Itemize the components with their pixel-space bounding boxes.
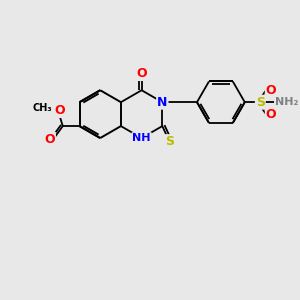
- Text: S: S: [165, 135, 174, 148]
- Text: O: O: [54, 104, 64, 117]
- Text: O: O: [266, 108, 276, 121]
- Text: CH₃: CH₃: [33, 103, 52, 113]
- Text: O: O: [44, 133, 55, 146]
- Text: NH₂: NH₂: [275, 97, 298, 107]
- Text: O: O: [266, 84, 276, 97]
- Text: NH: NH: [132, 133, 151, 143]
- Text: O: O: [136, 67, 147, 80]
- Text: N: N: [157, 96, 167, 109]
- Text: S: S: [256, 96, 265, 109]
